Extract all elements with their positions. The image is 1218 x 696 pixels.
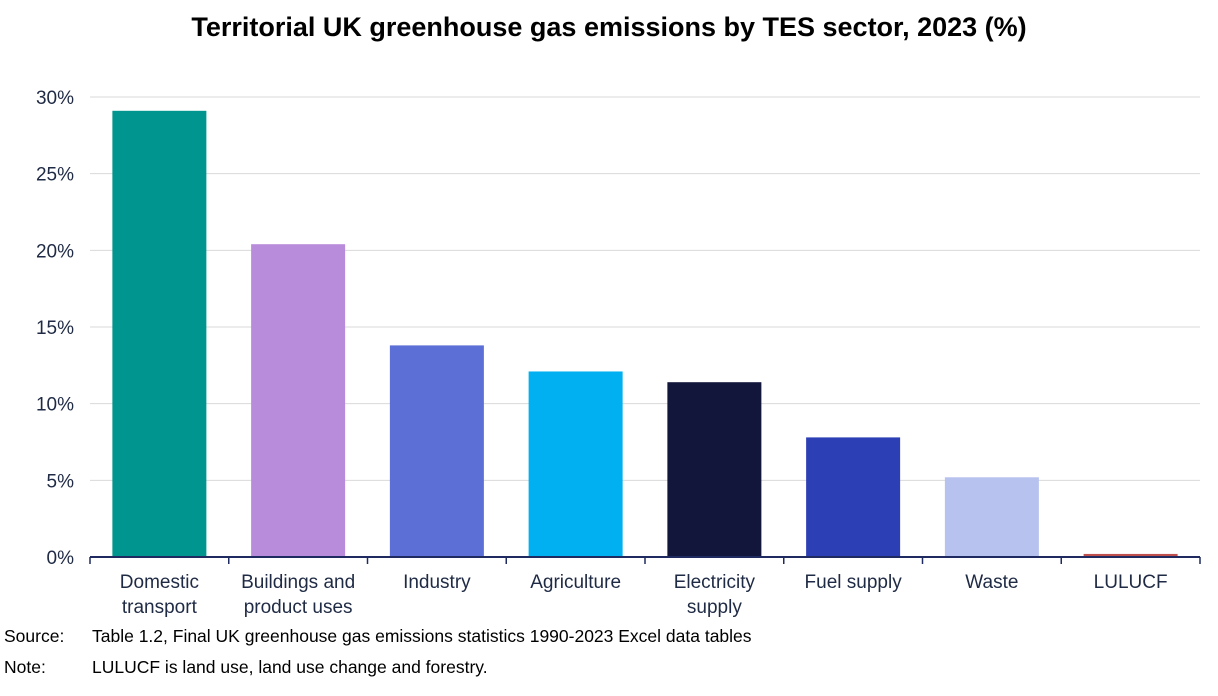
bar bbox=[389, 345, 484, 557]
x-category-label: LULUCF bbox=[1094, 572, 1168, 593]
x-category-label-line: Waste bbox=[965, 572, 1018, 593]
bar bbox=[806, 437, 901, 557]
x-axis-tick-marks bbox=[89, 557, 1201, 564]
x-category-label-line: Domestic bbox=[120, 572, 199, 593]
x-category-label: Domestic transport bbox=[120, 572, 199, 618]
x-category-label-line: supply bbox=[687, 597, 742, 618]
y-tick-label: 10% bbox=[36, 395, 74, 416]
x-category-label-line: Industry bbox=[403, 572, 471, 593]
x-category-label: Industry bbox=[403, 572, 471, 593]
note-text: LULUCF is land use, land use change and … bbox=[92, 657, 488, 677]
y-tick-label: 30% bbox=[36, 88, 74, 109]
x-category-label-line: Electricity bbox=[674, 572, 756, 593]
source-label: Source: bbox=[4, 626, 65, 646]
y-tick-label: 15% bbox=[36, 318, 74, 339]
y-tick-label: 5% bbox=[47, 471, 75, 492]
y-tick-label: 25% bbox=[36, 165, 74, 186]
bars bbox=[112, 110, 1178, 558]
x-category-label: Fuel supply bbox=[805, 572, 903, 593]
bar bbox=[112, 110, 207, 558]
x-category-label: Waste bbox=[965, 572, 1018, 593]
bar bbox=[944, 477, 1039, 557]
source-text: Table 1.2, Final UK greenhouse gas emiss… bbox=[92, 626, 752, 646]
source-line: Source: Table 1.2, Final UK greenhouse ga… bbox=[4, 626, 752, 647]
x-category-label-line: transport bbox=[122, 597, 198, 618]
x-category-label: Agriculture bbox=[530, 572, 621, 593]
x-category-label-line: product uses bbox=[244, 597, 353, 618]
bar bbox=[667, 382, 762, 557]
x-category-label-line: LULUCF bbox=[1094, 572, 1168, 593]
bar bbox=[528, 371, 623, 557]
bar bbox=[1083, 553, 1178, 557]
x-category-label-line: Fuel supply bbox=[805, 572, 903, 593]
note-line: Note: LULUCF is land use, land use change… bbox=[4, 657, 488, 678]
x-category-label-line: Agriculture bbox=[530, 572, 621, 593]
y-tick-label: 20% bbox=[36, 241, 74, 262]
x-category-label: Buildings and product uses bbox=[241, 572, 355, 618]
x-category-label-line: Buildings and bbox=[241, 572, 355, 593]
y-tick-label: 0% bbox=[47, 548, 75, 569]
x-category-label: Electricity supply bbox=[674, 572, 756, 618]
x-axis-categories: Domestic transport Buildings and product us… bbox=[120, 572, 1168, 618]
chart-title: Territorial UK greenhouse gas emissions … bbox=[191, 12, 1027, 42]
y-axis-ticks: 0% 5% 10% 15% 20% 25% 30% bbox=[36, 88, 74, 569]
bar bbox=[251, 244, 346, 557]
note-label: Note: bbox=[4, 657, 46, 677]
bar-chart: 0% 5% 10% 15% 20% 25% 30% Domestic transport Bui… bbox=[36, 88, 1201, 618]
